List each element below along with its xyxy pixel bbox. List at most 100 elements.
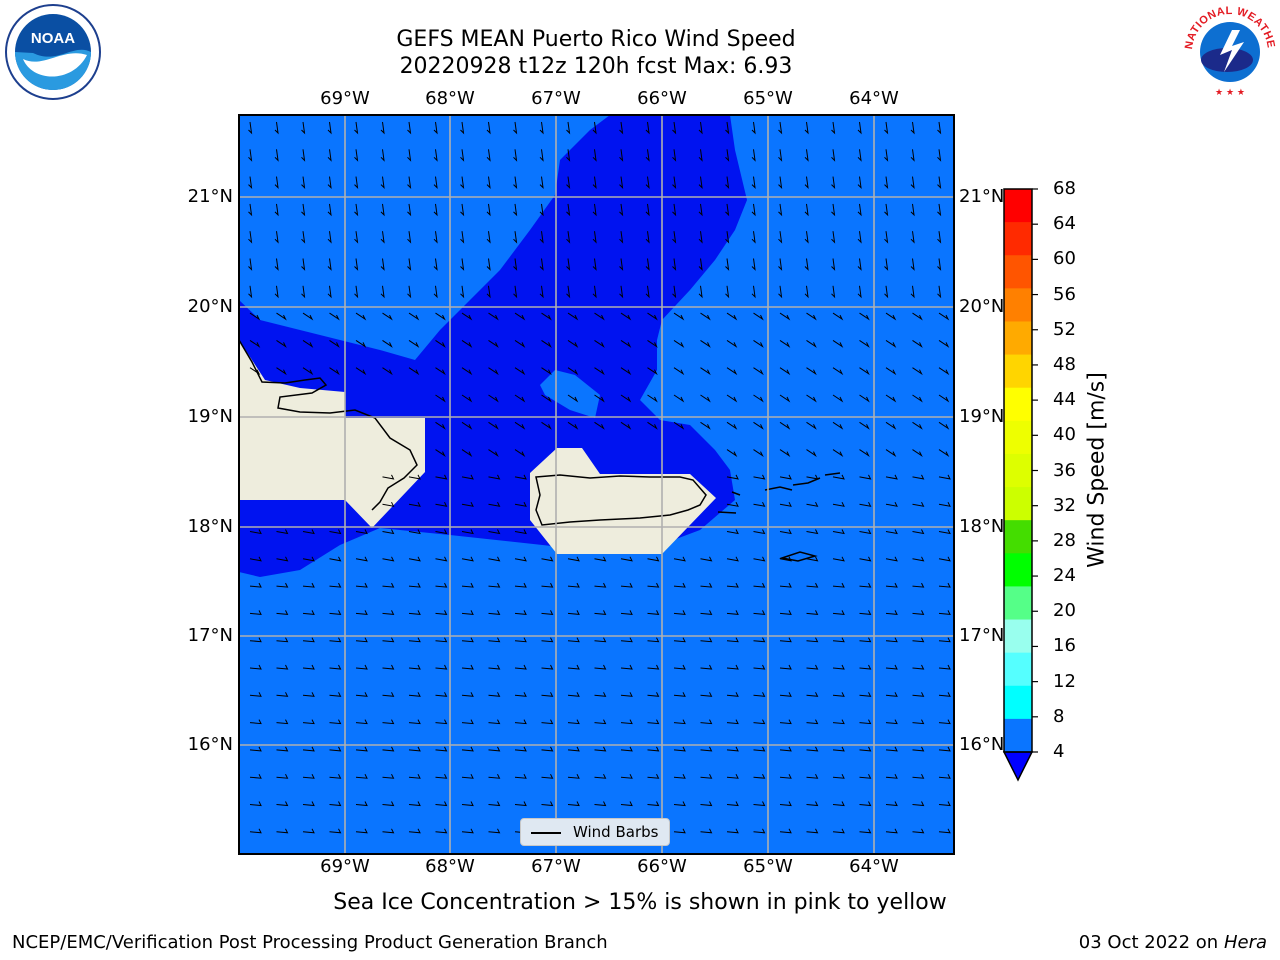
wind-barb (407, 285, 412, 299)
wind-barb (806, 449, 817, 458)
wind-barb (302, 637, 315, 643)
wind-barb (912, 610, 925, 615)
footer-date-text: 03 Oct 2022 on (1078, 932, 1219, 953)
wind-barb (859, 719, 872, 725)
wind-barb (302, 367, 314, 376)
wind-barb (355, 746, 368, 752)
wind-barb (488, 501, 501, 507)
wind-barb (884, 149, 889, 162)
wind-barb (806, 610, 819, 615)
wind-barb (857, 258, 862, 271)
wind-barb (726, 367, 738, 376)
wind-barb (276, 339, 287, 348)
wind-barb (647, 719, 660, 725)
colorbar-segment (1004, 619, 1032, 654)
wind-barb (514, 474, 527, 480)
wind-barb (726, 474, 739, 480)
wind-barb (249, 367, 261, 376)
wind-barb (938, 339, 950, 348)
wind-barb (620, 339, 632, 348)
wind-barb (594, 773, 607, 779)
wind-barb (698, 203, 703, 217)
wind-barb (408, 339, 420, 348)
wind-barb (594, 637, 607, 643)
wind-barb (461, 394, 473, 403)
wind-barb (382, 582, 395, 588)
wind-barb (753, 582, 766, 588)
wind-barb (645, 258, 650, 271)
wind-barb (859, 773, 872, 779)
wind-barb (592, 285, 597, 299)
wind-barb (461, 828, 474, 834)
wind-barb (435, 367, 446, 376)
wind-barb (806, 394, 817, 403)
wind-barb (594, 692, 607, 697)
wind-barb (460, 149, 465, 162)
wind-barb (647, 746, 660, 752)
colorbar-tick-label: 68 (1053, 178, 1076, 199)
wind-barb (541, 610, 554, 615)
noaa-logo: NOAA (3, 3, 103, 105)
wind-barb (859, 556, 872, 562)
wind-barb (859, 394, 870, 403)
wind-barb (302, 312, 314, 321)
colorbar-tick-label: 40 (1053, 424, 1076, 446)
wind-barb (461, 312, 473, 321)
wind-barb (592, 121, 597, 135)
lon-label-bottom-66w: 66°W (637, 856, 687, 877)
wind-barb (885, 421, 897, 430)
wind-barb (620, 312, 632, 321)
wind-barb (753, 746, 766, 752)
wind-barb (698, 121, 703, 135)
wind-barb (779, 421, 791, 430)
wind-barb (779, 719, 792, 725)
wind-barb (832, 529, 845, 535)
wind-barb (806, 339, 817, 348)
wind-barb (541, 719, 554, 725)
wind-barb (461, 367, 473, 376)
colorbar-segment (1004, 420, 1032, 455)
wind-barb (433, 149, 438, 162)
wind-barb (779, 339, 791, 348)
wind-barb (488, 556, 501, 562)
wind-barb (355, 339, 367, 348)
wind-barb (885, 394, 897, 403)
lat-label-right-18n: 18°N (959, 516, 1005, 537)
wind-barb (937, 203, 942, 217)
wind-barb (539, 231, 544, 244)
wind-barb (779, 610, 792, 615)
wind-barb (885, 312, 897, 321)
wind-barb (594, 556, 607, 562)
wind-barb (725, 176, 730, 190)
wind-barb (329, 773, 342, 779)
wind-barb (885, 556, 898, 562)
wind-barb (249, 746, 262, 752)
colorbar-segment (1004, 652, 1032, 687)
wind-barb (488, 449, 499, 458)
wind-barb (539, 121, 544, 135)
lon-label-bottom-68w: 68°W (425, 856, 475, 877)
wind-barb (488, 394, 499, 403)
lat-label-left-17n: 17°N (187, 625, 233, 646)
wind-barb (407, 149, 412, 162)
colorbar-segment (1004, 387, 1032, 422)
wind-barb (647, 312, 658, 321)
wind-barb (355, 637, 368, 643)
wind-barb (832, 394, 844, 403)
wind-barb (620, 556, 633, 562)
wind-barb (513, 121, 518, 135)
wind-barb (513, 176, 518, 190)
colorbar-segment (1004, 189, 1032, 223)
wind-barb (753, 501, 766, 507)
wind-barb (488, 421, 499, 430)
wind-barb (779, 637, 792, 643)
wind-barb (885, 449, 897, 458)
wind-barb (486, 231, 491, 244)
wind-barb (567, 664, 580, 670)
wind-barb (619, 121, 624, 135)
wind-barb (859, 828, 872, 834)
wind-barb (751, 176, 756, 190)
wind-barb (806, 746, 819, 752)
wind-barb (725, 231, 730, 244)
wind-barb (354, 203, 359, 217)
